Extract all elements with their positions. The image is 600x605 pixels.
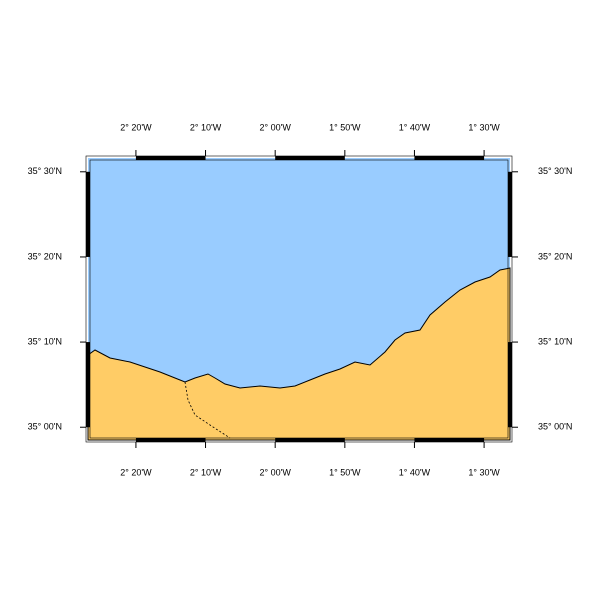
lat-label: 35° 30'N	[538, 166, 572, 176]
frame-segment	[86, 171, 90, 257]
lon-label: 2° 20'W	[120, 122, 152, 132]
border-line	[184, 381, 231, 439]
lon-label: 2° 10'W	[190, 467, 222, 477]
lon-label: 2° 10'W	[190, 122, 222, 132]
frame-segment	[414, 156, 485, 160]
frame-segment	[275, 156, 345, 160]
lon-label: 2° 00'W	[260, 122, 292, 132]
land	[87, 267, 511, 441]
frame-segment	[414, 438, 485, 442]
lon-label: 1° 50'W	[329, 122, 361, 132]
frame-segment	[508, 342, 512, 428]
lon-label: 2° 20'W	[120, 467, 152, 477]
lon-label: 1° 30'W	[468, 467, 500, 477]
lon-label: 2° 00'W	[260, 467, 292, 477]
frame-segment	[275, 438, 345, 442]
lat-label: 35° 00'N	[538, 422, 572, 432]
lat-label: 35° 20'N	[28, 251, 62, 261]
frame-segment	[135, 438, 206, 442]
lat-label: 35° 10'N	[28, 336, 62, 346]
lon-label: 1° 30'W	[468, 122, 500, 132]
graticule: 2° 20'W 2° 20'W 2° 10'W 2° 10'W 2° 00'W 2° 00…	[28, 122, 573, 477]
lon-label: 1° 50'W	[329, 467, 361, 477]
lat-label: 35° 00'N	[28, 422, 62, 432]
frame-segment	[135, 156, 206, 160]
lat-label: 35° 30'N	[28, 166, 62, 176]
frame-segment	[508, 171, 512, 257]
lon-label: 1° 40'W	[399, 122, 431, 132]
lon-label: 1° 40'W	[399, 467, 431, 477]
lat-label: 35° 10'N	[538, 336, 572, 346]
lat-label: 35° 20'N	[538, 251, 572, 261]
frame-segment	[86, 342, 90, 428]
